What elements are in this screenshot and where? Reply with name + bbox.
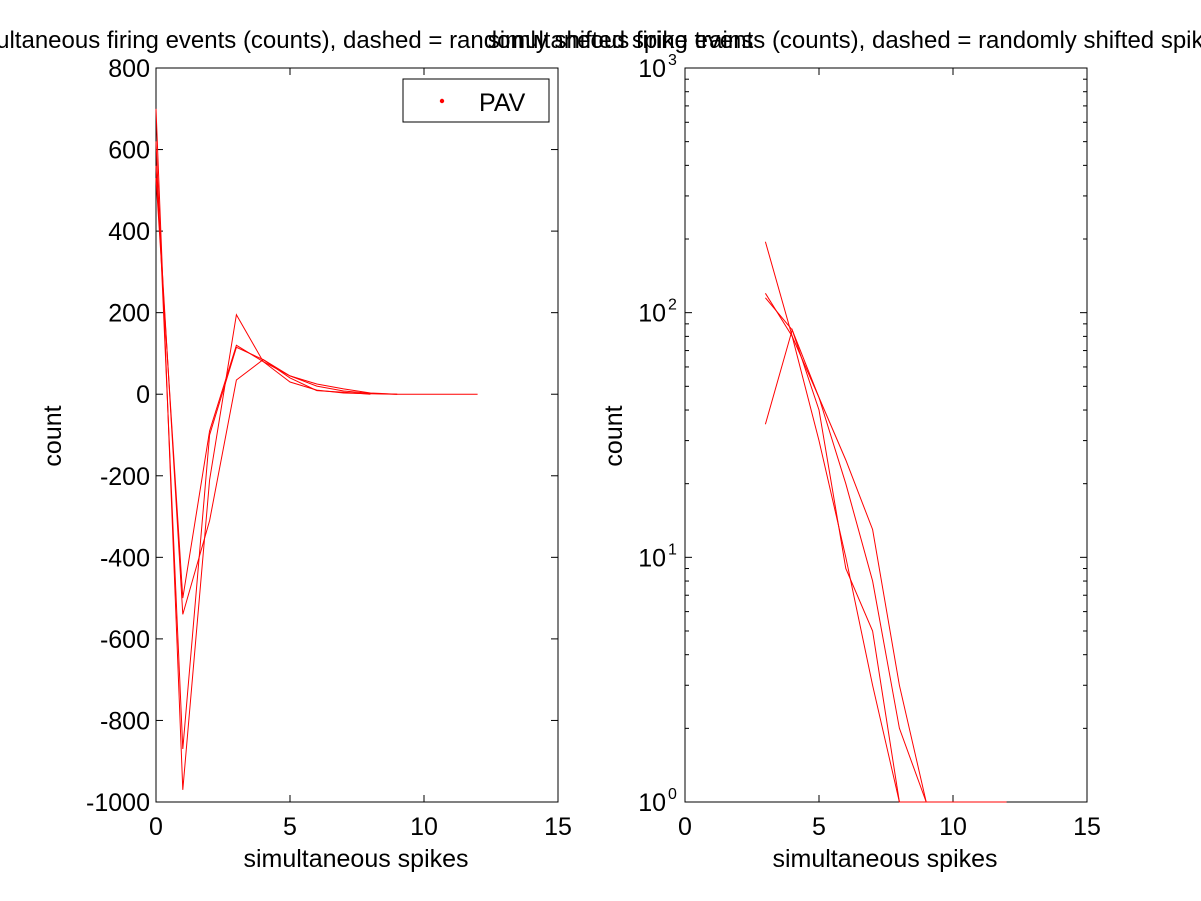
subplot-1-y-tick-label: -200 bbox=[100, 463, 150, 491]
subplot-1-x-tick-label: 10 bbox=[410, 813, 438, 841]
subplot-2-y-tick-exponent: 1 bbox=[668, 541, 677, 558]
subplot-1-series-line-4 bbox=[155, 178, 398, 599]
subplot-1-x-tick-label: 5 bbox=[283, 813, 297, 841]
subplot-2-x-tick-label: 10 bbox=[939, 813, 967, 841]
subplot-1-series-lines bbox=[155, 108, 478, 790]
subplot-1-ticks: 0 5 10 15 -1000 -800 -600 -400 -200 0 200 400 600 800 bbox=[86, 55, 572, 841]
subplot-1-y-tick-label: 800 bbox=[108, 55, 150, 83]
subplot-2-x-tick-label: 0 bbox=[678, 813, 692, 841]
legend-box bbox=[402, 78, 550, 123]
subplot-1-y-tick-label: -600 bbox=[100, 626, 150, 654]
subplot-2-y-axis-label: count bbox=[600, 405, 628, 466]
subplot-2-y-tick-exponent: 2 bbox=[668, 297, 677, 314]
subplot-2-y-tick-label: 10 bbox=[638, 789, 666, 817]
subplot-2-series-line-3 bbox=[764, 328, 900, 803]
subplot-1-y-tick-label: 400 bbox=[108, 218, 150, 246]
subplot-1-x-tick-label: 15 bbox=[544, 813, 572, 841]
subplot-1-series-line-2 bbox=[155, 141, 398, 750]
subplot-2-y-tick-exponent: 0 bbox=[668, 786, 677, 803]
linear-count-subplot: simultaneous firing events (counts), das… bbox=[0, 27, 753, 873]
subplot-1-y-tick-label: -400 bbox=[100, 544, 150, 572]
subplot-1-y-tick-label: 200 bbox=[108, 300, 150, 328]
subplot-1-y-tick-label: -800 bbox=[100, 707, 150, 735]
legend: PAV bbox=[402, 78, 550, 123]
subplot-1-title: simultaneous firing events (counts), das… bbox=[0, 27, 753, 54]
subplot-2-x-tick-label: 15 bbox=[1073, 813, 1101, 841]
subplot-2-title: simultaneous firing events (counts), das… bbox=[488, 27, 1201, 54]
subplot-2-y-tick-exponent: 3 bbox=[668, 52, 677, 69]
subplot-2-series-lines bbox=[764, 241, 1007, 803]
subplot-1-x-tick-label: 0 bbox=[149, 813, 163, 841]
subplot-1-series-line-3 bbox=[155, 165, 371, 615]
subplot-2-series-line-1 bbox=[764, 241, 1007, 803]
subplot-1-y-tick-label: 0 bbox=[136, 381, 150, 409]
subplot-1-x-axis-label: simultaneous spikes bbox=[243, 845, 468, 873]
legend-label-pav: PAV bbox=[479, 89, 526, 117]
subplot-2-x-tick-label: 5 bbox=[812, 813, 826, 841]
subplot-2-y-tick-label: 10 bbox=[638, 55, 666, 83]
subplot-2-y-tick-label: 10 bbox=[638, 544, 666, 572]
subplot-2-x-axis-label: simultaneous spikes bbox=[772, 845, 997, 873]
subplot-1-axes-box bbox=[155, 67, 559, 803]
legend-marker-pav bbox=[439, 98, 445, 104]
subplot-2-axes-box bbox=[684, 67, 1088, 803]
subplot-2-y-tick-label: 10 bbox=[638, 300, 666, 328]
subplot-1-y-tick-label: -1000 bbox=[86, 789, 150, 817]
subplot-1-y-tick-label: 600 bbox=[108, 137, 150, 165]
subplot-1-y-axis-label: count bbox=[39, 405, 67, 466]
subplot-2-series-line-4 bbox=[764, 293, 927, 803]
log-count-subplot: simultaneous firing events (counts), das… bbox=[488, 27, 1201, 873]
